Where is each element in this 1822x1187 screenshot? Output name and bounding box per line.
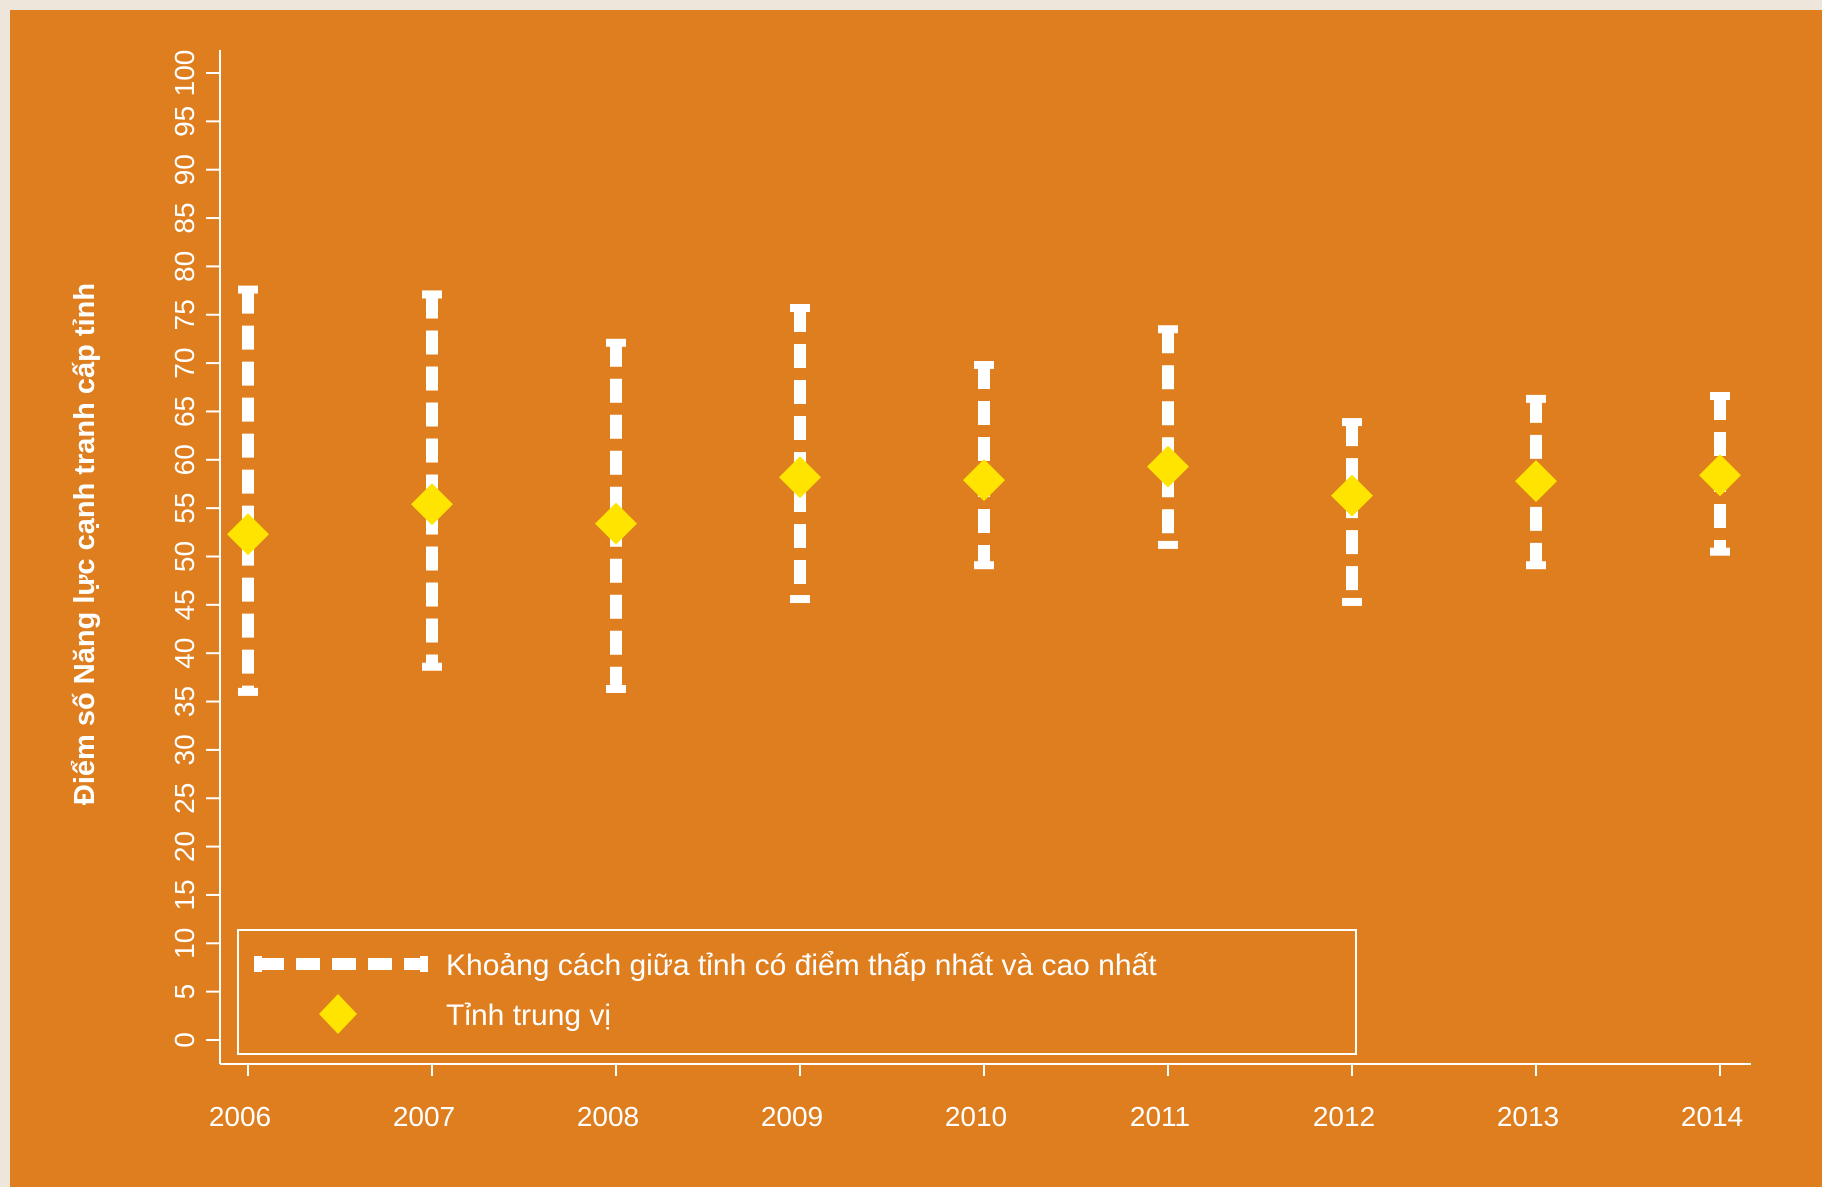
x-tick-label: 2013 bbox=[1497, 1101, 1559, 1132]
y-tick-label: 0 bbox=[169, 1032, 200, 1048]
median-point bbox=[963, 459, 1005, 502]
pci-range-chart: 0 5 10 15 20 25 30 35 40 45 50 55 60 65 70 75 80 85 90 95 10… bbox=[69, 50, 1751, 1132]
y-tick-label: 85 bbox=[169, 202, 200, 233]
y-tick-label: 70 bbox=[169, 348, 200, 379]
median-point bbox=[1331, 474, 1373, 517]
range-cap-low bbox=[606, 684, 626, 693]
range-cap-high bbox=[606, 338, 626, 347]
range-cap-high bbox=[238, 285, 258, 294]
range-cap-high bbox=[422, 290, 442, 299]
range-cap-low bbox=[974, 561, 994, 570]
y-tick-label: 95 bbox=[169, 106, 200, 137]
chart-frame: 0 5 10 15 20 25 30 35 40 45 50 55 60 65 70 75 80 85 90 95 10… bbox=[10, 10, 1822, 1187]
x-tick-label: 2007 bbox=[393, 1101, 455, 1132]
median-point bbox=[227, 513, 269, 556]
x-tick-label: 2009 bbox=[761, 1101, 823, 1132]
range-cap-high bbox=[790, 303, 810, 312]
x-tick-label: 2014 bbox=[1681, 1101, 1743, 1132]
y-tick-label: 10 bbox=[169, 928, 200, 959]
range-cap-low bbox=[238, 687, 258, 696]
legend-range-cap-left bbox=[254, 956, 262, 972]
y-tick-label: 75 bbox=[169, 299, 200, 330]
range-cap-low bbox=[1158, 540, 1178, 549]
range-cap-high bbox=[1158, 325, 1178, 334]
legend-range-cap-right bbox=[420, 956, 428, 972]
y-tick-label: 50 bbox=[169, 541, 200, 572]
y-tick-label: 40 bbox=[169, 638, 200, 669]
y-tick-label: 15 bbox=[169, 879, 200, 910]
y-tick-label: 25 bbox=[169, 783, 200, 814]
y-tick-label: 90 bbox=[169, 154, 200, 185]
median-markers bbox=[227, 445, 1741, 556]
x-tick-label: 2012 bbox=[1313, 1101, 1375, 1132]
median-point bbox=[779, 456, 821, 499]
legend-box bbox=[237, 929, 1357, 1055]
range-cap-low bbox=[790, 595, 810, 604]
legend: Khoảng cách giữa tỉnh có điểm thấp nhất … bbox=[237, 929, 1357, 1055]
x-tick-label: 2011 bbox=[1130, 1101, 1190, 1132]
y-tick-label: 80 bbox=[169, 251, 200, 282]
median-point bbox=[1515, 460, 1557, 503]
y-tick-label: 55 bbox=[169, 493, 200, 524]
legend-median-label: Tỉnh trung vị bbox=[446, 999, 611, 1032]
y-tick-label: 45 bbox=[169, 589, 200, 620]
y-tick-label: 5 bbox=[169, 984, 200, 1000]
y-ticks: 0 5 10 15 20 25 30 35 40 45 50 55 60 65 70 75 80 85 90 95 10… bbox=[169, 50, 220, 1048]
median-point bbox=[1147, 445, 1189, 488]
range-cap-high bbox=[974, 361, 994, 370]
y-tick-label: 100 bbox=[169, 50, 200, 97]
range-cap-low bbox=[1710, 547, 1730, 556]
median-point bbox=[411, 483, 453, 526]
y-tick-label: 35 bbox=[169, 686, 200, 717]
x-tick-label: 2010 bbox=[945, 1101, 1007, 1132]
range-cap-low bbox=[1526, 561, 1546, 570]
x-tick-label: 2008 bbox=[577, 1101, 639, 1132]
median-point bbox=[1699, 454, 1741, 497]
y-tick-label: 60 bbox=[169, 444, 200, 475]
range-cap-low bbox=[422, 662, 442, 671]
range-cap-high bbox=[1342, 418, 1362, 427]
median-point bbox=[595, 502, 637, 545]
y-tick-label: 65 bbox=[169, 396, 200, 427]
range-cap-high bbox=[1710, 391, 1730, 400]
x-tick-label: 2006 bbox=[209, 1101, 271, 1132]
x-ticks: 2006 2007 2008 2009 2010 2011 2012 2013 2014 bbox=[209, 1064, 1743, 1132]
y-tick-label: 30 bbox=[169, 734, 200, 765]
range-cap-high bbox=[1526, 394, 1546, 403]
y-axis-label: Điểm số Năng lực cạnh tranh cấp tỉnh bbox=[69, 283, 101, 805]
legend-range-label: Khoảng cách giữa tỉnh có điểm thấp nhất … bbox=[446, 949, 1157, 982]
range-cap-low bbox=[1342, 597, 1362, 606]
y-tick-label: 20 bbox=[169, 831, 200, 862]
legend-median-diamond bbox=[319, 994, 357, 1034]
